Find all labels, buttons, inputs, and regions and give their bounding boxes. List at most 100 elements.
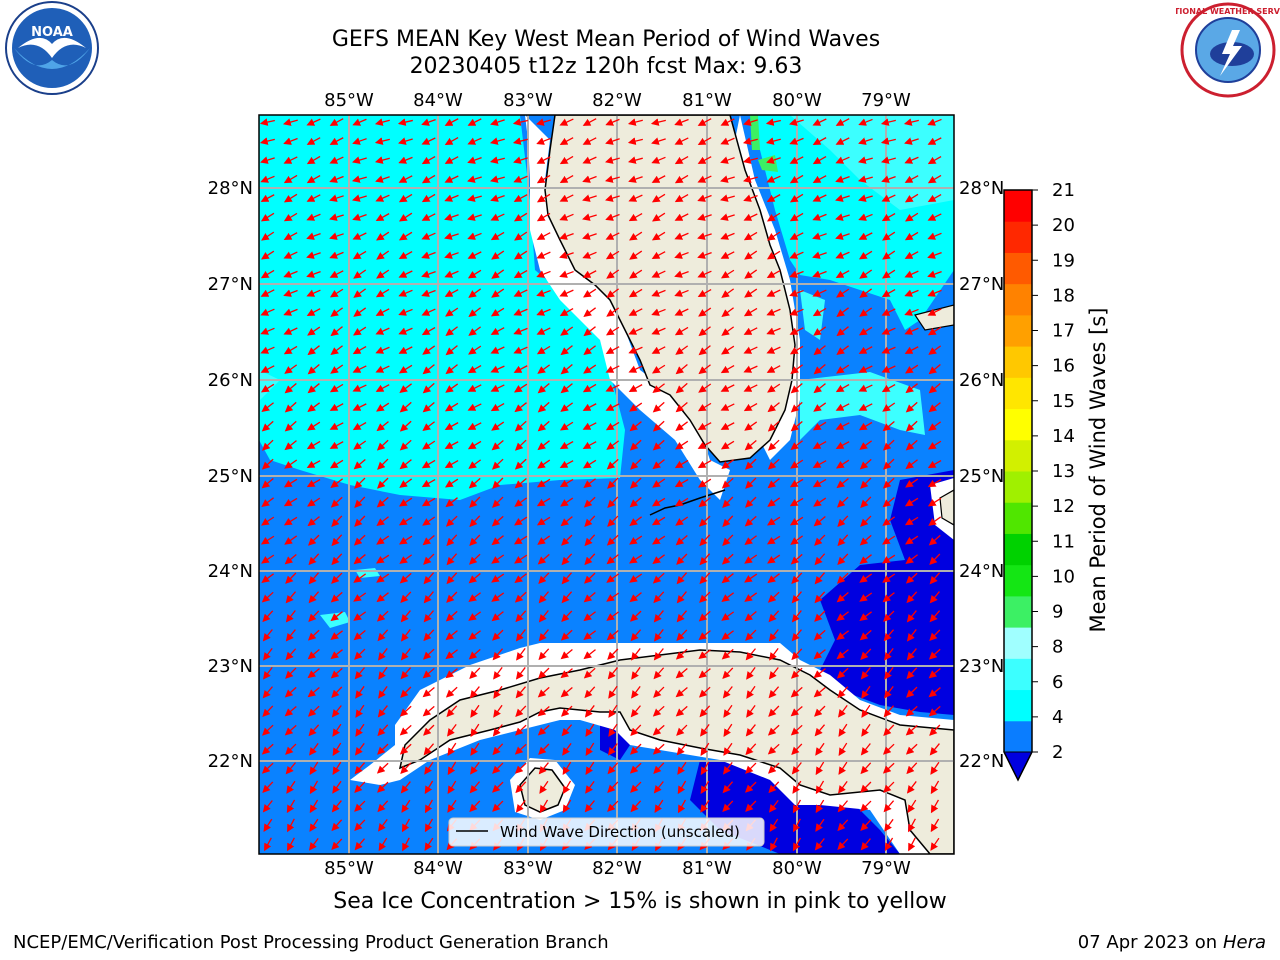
wind-wave-arrow bbox=[583, 591, 596, 603]
wind-wave-arrow bbox=[744, 515, 757, 527]
wind-wave-arrow bbox=[354, 648, 366, 660]
wind-wave-arrow bbox=[377, 724, 389, 737]
wind-wave-arrow bbox=[398, 327, 413, 335]
wind-wave-arrow bbox=[490, 175, 505, 183]
wind-wave-arrow bbox=[354, 800, 366, 812]
wind-wave-arrow bbox=[812, 251, 827, 259]
lat-label-right: 28°N bbox=[959, 178, 1004, 199]
colorbar-swatch bbox=[1004, 377, 1032, 410]
wind-wave-arrow bbox=[400, 591, 412, 604]
wind-wave-arrow bbox=[399, 572, 412, 584]
wind-wave-arrow bbox=[882, 421, 895, 432]
wind-wave-arrow bbox=[355, 685, 365, 699]
wind-wave-arrow bbox=[469, 534, 481, 547]
wind-wave-arrow bbox=[582, 175, 597, 183]
wind-wave-arrow bbox=[721, 592, 735, 602]
wind-wave-arrow bbox=[445, 497, 458, 508]
wind-wave-arrow bbox=[309, 742, 319, 756]
wind-wave-arrow bbox=[904, 231, 919, 241]
wind-wave-arrow bbox=[421, 193, 436, 203]
wind-wave-arrow bbox=[745, 781, 757, 793]
wind-wave-arrow bbox=[676, 743, 687, 756]
wind-wave-arrow bbox=[789, 345, 804, 355]
wind-wave-arrow bbox=[721, 611, 735, 621]
wind-wave-arrow bbox=[766, 327, 781, 335]
wind-wave-arrow bbox=[745, 648, 756, 661]
wind-wave-arrow bbox=[675, 345, 689, 355]
wind-wave-arrow bbox=[284, 705, 297, 717]
wind-wave-arrow bbox=[883, 686, 894, 699]
wind-wave-arrow bbox=[674, 213, 689, 221]
wind-wave-arrow bbox=[399, 459, 412, 470]
wind-wave-arrow bbox=[698, 478, 712, 488]
wind-wave-arrow bbox=[561, 724, 573, 737]
wind-wave-arrow bbox=[628, 212, 643, 222]
wind-wave-arrow bbox=[469, 686, 480, 699]
wind-wave-arrow bbox=[629, 516, 642, 526]
wind-wave-arrow bbox=[653, 610, 664, 623]
wind-wave-arrow bbox=[351, 175, 367, 183]
wind-wave-arrow bbox=[376, 269, 390, 279]
wind-wave-arrow bbox=[881, 308, 896, 316]
lon-label-bottom: 84°W bbox=[413, 858, 463, 879]
wind-wave-arrow bbox=[906, 648, 917, 661]
wind-wave-arrow bbox=[789, 118, 804, 126]
wind-wave-arrow bbox=[881, 327, 896, 335]
wind-wave-arrow bbox=[698, 668, 711, 679]
wind-wave-arrow bbox=[881, 365, 896, 373]
wind-wave-arrow bbox=[513, 156, 528, 164]
wind-wave-arrow bbox=[697, 156, 712, 164]
wind-wave-arrow bbox=[447, 780, 457, 795]
wind-wave-arrow bbox=[651, 251, 666, 259]
wind-wave-arrow bbox=[813, 516, 826, 527]
wind-wave-arrow bbox=[927, 326, 942, 336]
wind-wave-arrow bbox=[629, 250, 643, 260]
wind-wave-arrow bbox=[468, 573, 481, 584]
wind-wave-arrow bbox=[904, 175, 919, 183]
wind-wave-arrow bbox=[858, 384, 873, 392]
colorbar-swatch bbox=[1004, 408, 1032, 441]
wind-wave-arrow bbox=[536, 478, 551, 488]
wind-wave-arrow bbox=[812, 478, 827, 488]
wind-wave-arrow bbox=[582, 383, 597, 393]
wind-wave-arrow bbox=[905, 478, 919, 488]
wind-wave-arrow bbox=[515, 629, 526, 642]
wind-wave-arrow bbox=[261, 231, 275, 241]
wind-wave-arrow bbox=[744, 573, 758, 583]
wind-wave-arrow bbox=[307, 345, 320, 356]
wind-wave-arrow bbox=[743, 365, 758, 373]
wind-wave-arrow bbox=[353, 288, 367, 298]
wind-wave-arrow bbox=[284, 535, 298, 545]
wind-wave-arrow bbox=[399, 724, 412, 736]
wind-wave-arrow bbox=[583, 364, 597, 374]
wind-wave-arrow bbox=[928, 705, 941, 717]
wind-wave-arrow bbox=[743, 175, 758, 183]
wind-wave-arrow bbox=[559, 194, 574, 202]
wind-wave-arrow bbox=[467, 251, 482, 259]
wind-wave-arrow bbox=[698, 345, 711, 356]
wind-wave-arrow bbox=[285, 591, 297, 604]
wind-wave-arrow bbox=[928, 534, 941, 546]
wind-wave-arrow bbox=[743, 384, 758, 392]
wind-wave-arrow bbox=[905, 459, 918, 470]
wind-wave-arrow bbox=[815, 780, 825, 795]
wind-wave-arrow bbox=[860, 762, 872, 775]
wind-wave-arrow bbox=[513, 212, 528, 222]
wind-wave-arrow bbox=[608, 723, 618, 737]
wind-wave-arrow bbox=[674, 289, 689, 297]
noaa-logo: NOAA bbox=[5, 1, 99, 95]
wind-wave-arrow bbox=[608, 685, 618, 699]
wind-wave-arrow bbox=[789, 232, 804, 240]
wind-wave-arrow bbox=[285, 629, 296, 642]
wind-wave-arrow bbox=[697, 251, 712, 259]
wind-wave-arrow bbox=[880, 118, 896, 126]
wind-wave-arrow bbox=[768, 629, 779, 642]
wind-wave-arrow bbox=[376, 535, 390, 545]
wind-wave-arrow bbox=[929, 572, 941, 585]
wind-wave-arrow bbox=[444, 137, 459, 146]
wind-wave-arrow bbox=[421, 213, 436, 221]
wind-wave-arrow bbox=[674, 459, 689, 469]
wind-wave-arrow bbox=[262, 724, 274, 736]
wind-wave-arrow bbox=[629, 477, 642, 489]
wind-wave-arrow bbox=[468, 630, 481, 641]
